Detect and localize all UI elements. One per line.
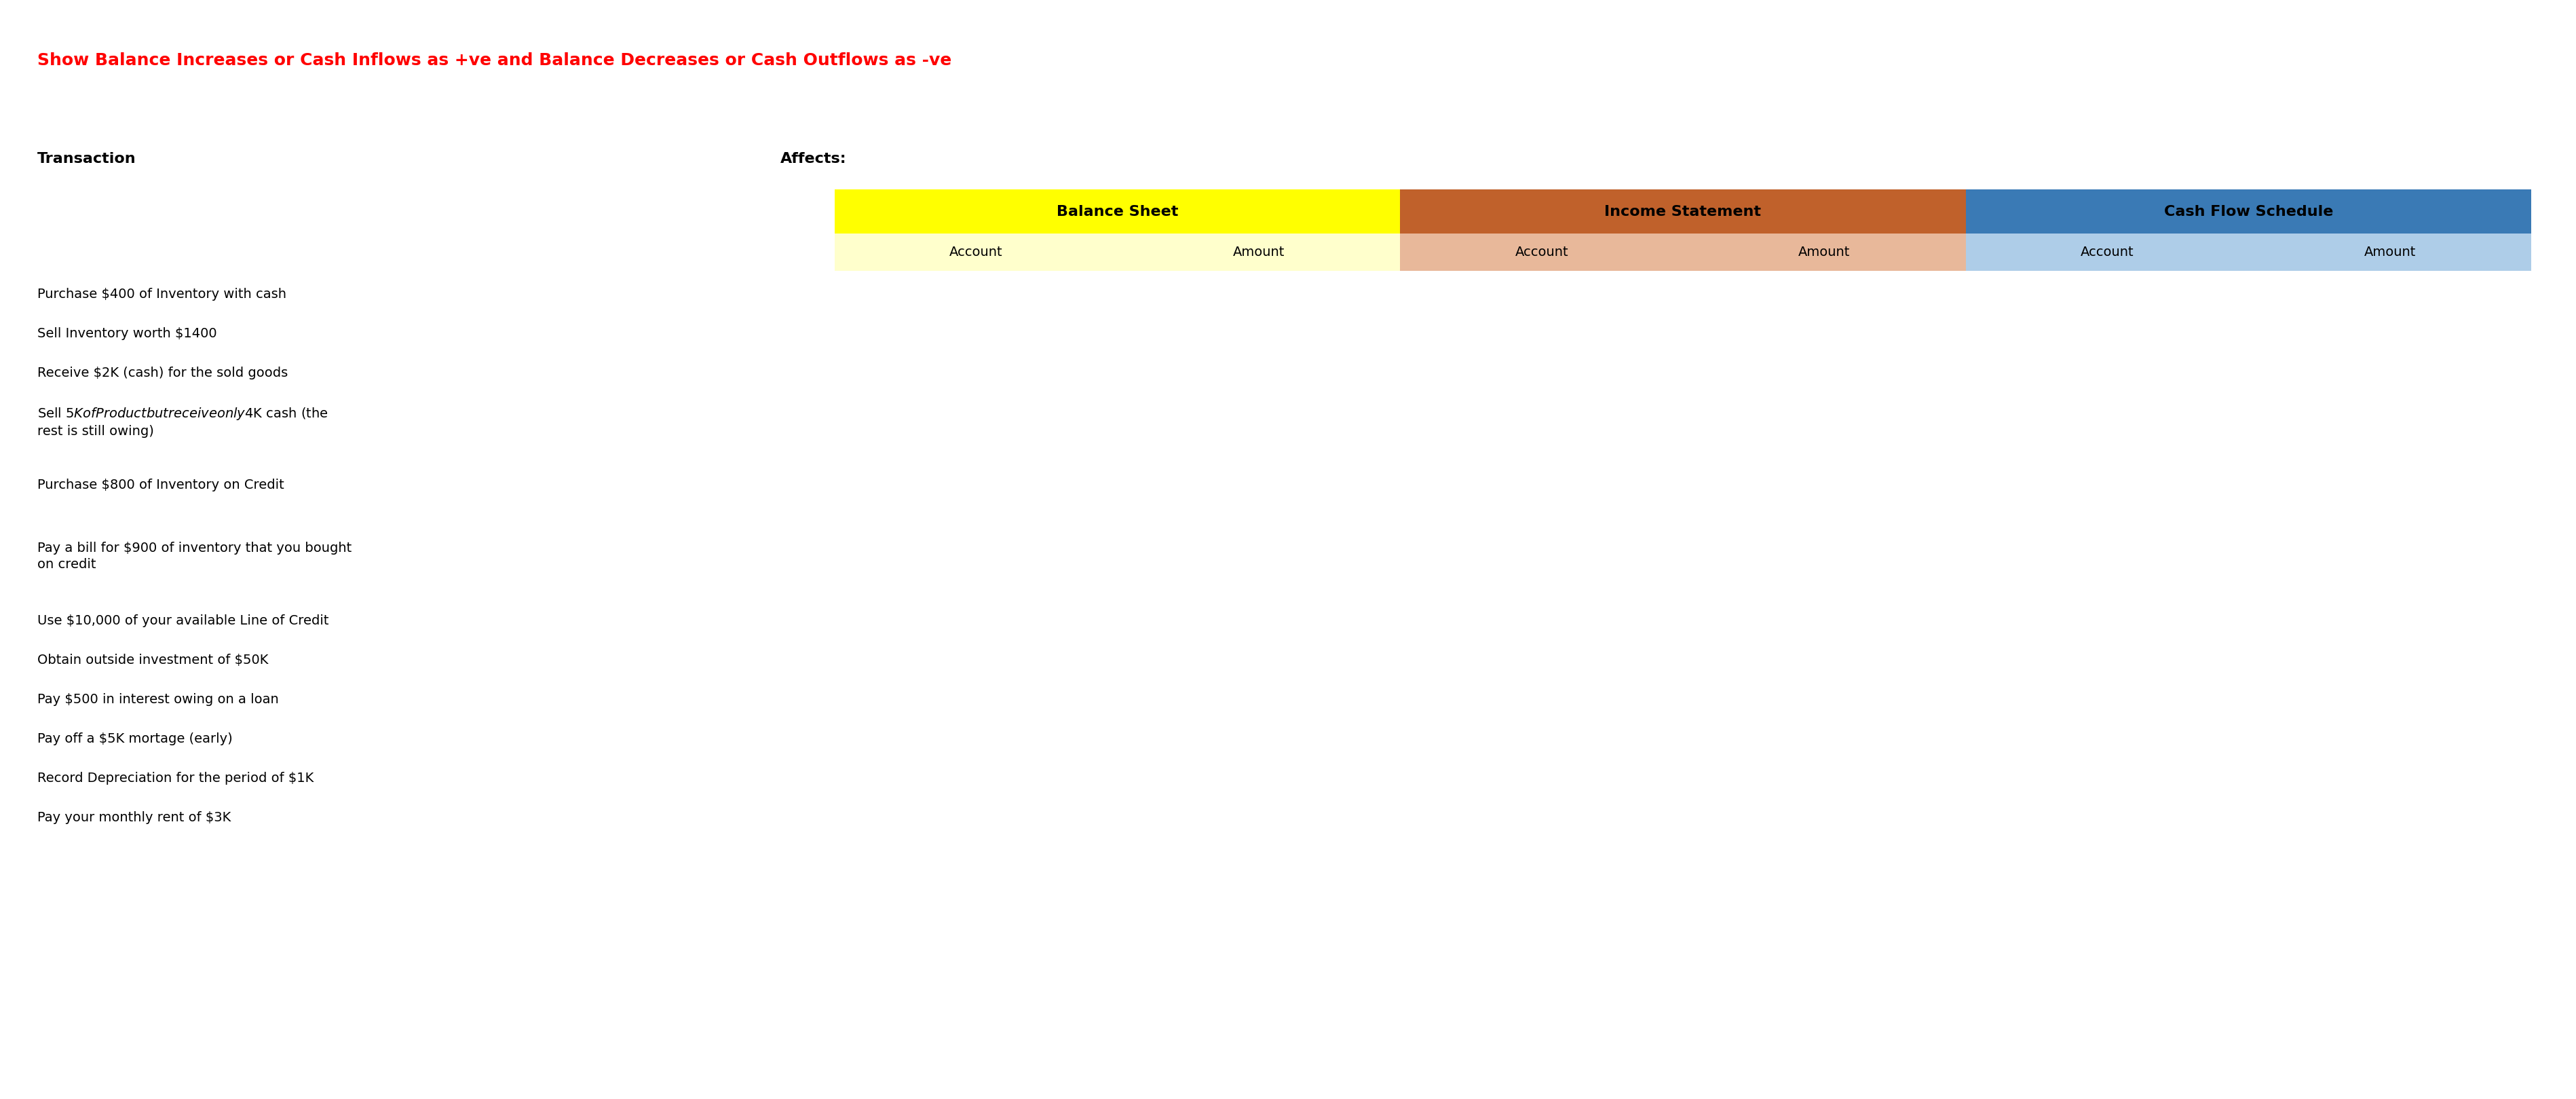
Text: Account: Account (951, 246, 1002, 258)
Bar (835, 233, 1118, 270)
Text: Record Depreciation for the period of $1K: Record Depreciation for the period of $1… (36, 773, 314, 785)
Text: Show Balance Increases or Cash Inflows as +ve and Balance Decreases or Cash Outf: Show Balance Increases or Cash Inflows a… (36, 53, 951, 68)
Bar (1682, 233, 1965, 270)
Text: Use $10,000 of your available Line of Credit: Use $10,000 of your available Line of Cr… (36, 614, 330, 628)
Text: Affects:: Affects: (781, 152, 848, 166)
Text: Purchase $400 of Inventory with cash: Purchase $400 of Inventory with cash (36, 288, 286, 301)
Text: Sell $5K of Product but receive only $4K cash (the
rest is still owing): Sell $5K of Product but receive only $4K… (36, 406, 327, 439)
Text: Amount: Amount (1234, 246, 1285, 258)
Bar (835, 189, 1401, 233)
Bar (1118, 233, 1401, 270)
Text: Income Statement: Income Statement (1605, 204, 1762, 219)
Text: Pay a bill for $900 of inventory that you bought
on credit: Pay a bill for $900 of inventory that yo… (36, 542, 353, 571)
Text: Amount: Amount (1798, 246, 1850, 258)
Bar (1401, 233, 1682, 270)
Text: Pay $500 in interest owing on a loan: Pay $500 in interest owing on a loan (36, 693, 278, 707)
Text: Account: Account (2081, 246, 2133, 258)
Text: Transaction: Transaction (36, 152, 137, 166)
Text: Balance Sheet: Balance Sheet (1056, 204, 1177, 219)
Text: Purchase $800 of Inventory on Credit: Purchase $800 of Inventory on Credit (36, 479, 283, 491)
Bar (1965, 189, 2532, 233)
Text: Account: Account (1515, 246, 1569, 258)
Text: Amount: Amount (2365, 246, 2416, 258)
Bar (1965, 233, 2249, 270)
Text: Cash Flow Schedule: Cash Flow Schedule (2164, 204, 2334, 219)
Text: Receive $2K (cash) for the sold goods: Receive $2K (cash) for the sold goods (36, 367, 289, 379)
Text: Pay off a $5K mortage (early): Pay off a $5K mortage (early) (36, 733, 232, 745)
Text: Obtain outside investment of $50K: Obtain outside investment of $50K (36, 654, 268, 667)
Bar (1401, 189, 1965, 233)
Text: Sell Inventory worth $1400: Sell Inventory worth $1400 (36, 328, 216, 340)
Text: Pay your monthly rent of $3K: Pay your monthly rent of $3K (36, 811, 232, 824)
Bar (2249, 233, 2532, 270)
